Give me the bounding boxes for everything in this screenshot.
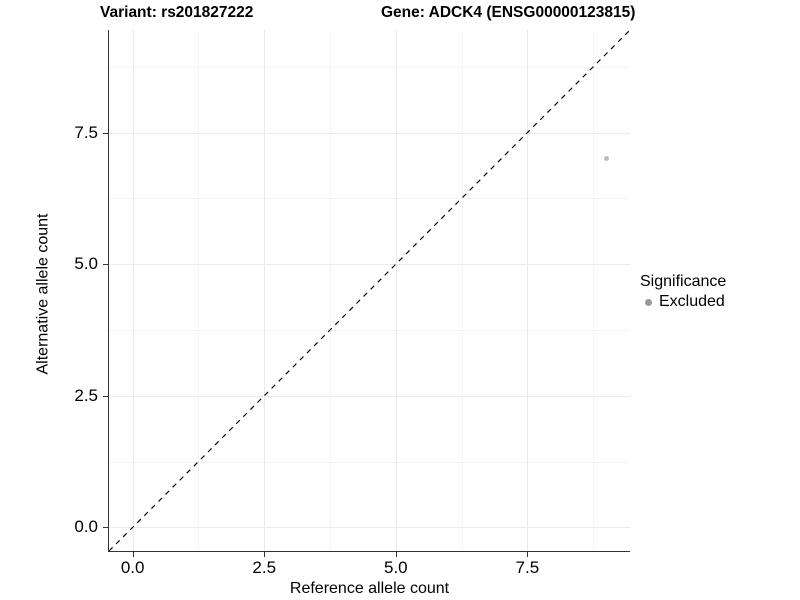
y-tick-label: 0.0: [74, 517, 98, 537]
legend-item-label: Excluded: [659, 293, 725, 310]
gridline: [330, 30, 332, 551]
gridline: [593, 30, 595, 551]
y-axis-line: [108, 30, 110, 551]
y-tick-label: 2.5: [74, 385, 98, 405]
legend: Significance Excluded: [640, 272, 726, 312]
x-tick-mark: [395, 552, 397, 557]
x-tick-mark: [132, 552, 134, 557]
gridline: [198, 30, 200, 551]
x-axis-title: Reference allele count: [289, 580, 450, 597]
gridline: [132, 30, 134, 551]
y-tick-label: 5.0: [74, 254, 98, 274]
y-tick-mark: [103, 264, 108, 266]
gridline: [109, 527, 630, 529]
y-tick-mark: [103, 395, 108, 397]
gridline: [109, 198, 630, 200]
x-tick-label: 0.0: [120, 558, 145, 577]
variant-title: Variant: rs201827222: [100, 4, 254, 21]
x-tick-label: 5.0: [383, 558, 408, 577]
legend-dot-icon: [640, 294, 657, 311]
gridline: [109, 264, 630, 266]
gridline: [109, 395, 630, 397]
x-tick-mark: [264, 552, 266, 557]
data-point: [603, 156, 609, 162]
y-tick-mark: [103, 132, 108, 134]
gridline: [527, 30, 529, 551]
gridline: [109, 461, 630, 463]
gridline: [109, 329, 630, 331]
gridline: [264, 30, 266, 551]
x-tick-label: 2.5: [252, 558, 277, 577]
x-axis-line: [108, 551, 630, 553]
x-tick-label: 7.5: [515, 558, 540, 577]
gridline: [109, 66, 630, 68]
x-tick-mark: [527, 552, 529, 557]
gridline: [461, 30, 463, 551]
y-tick-label: 7.5: [74, 122, 98, 142]
gridline: [395, 30, 397, 551]
legend-items: Excluded: [640, 292, 726, 312]
gene-title: Gene: ADCK4 (ENSG00000123815): [381, 4, 636, 21]
gridline: [109, 132, 630, 134]
y-tick-mark: [103, 527, 108, 529]
legend-title: Significance: [640, 273, 727, 290]
y-axis-title: Alternative allele count: [34, 213, 52, 375]
legend-item[interactable]: Excluded: [640, 292, 726, 312]
identity-reference-line: [109, 30, 630, 551]
plot-panel: [109, 30, 630, 551]
